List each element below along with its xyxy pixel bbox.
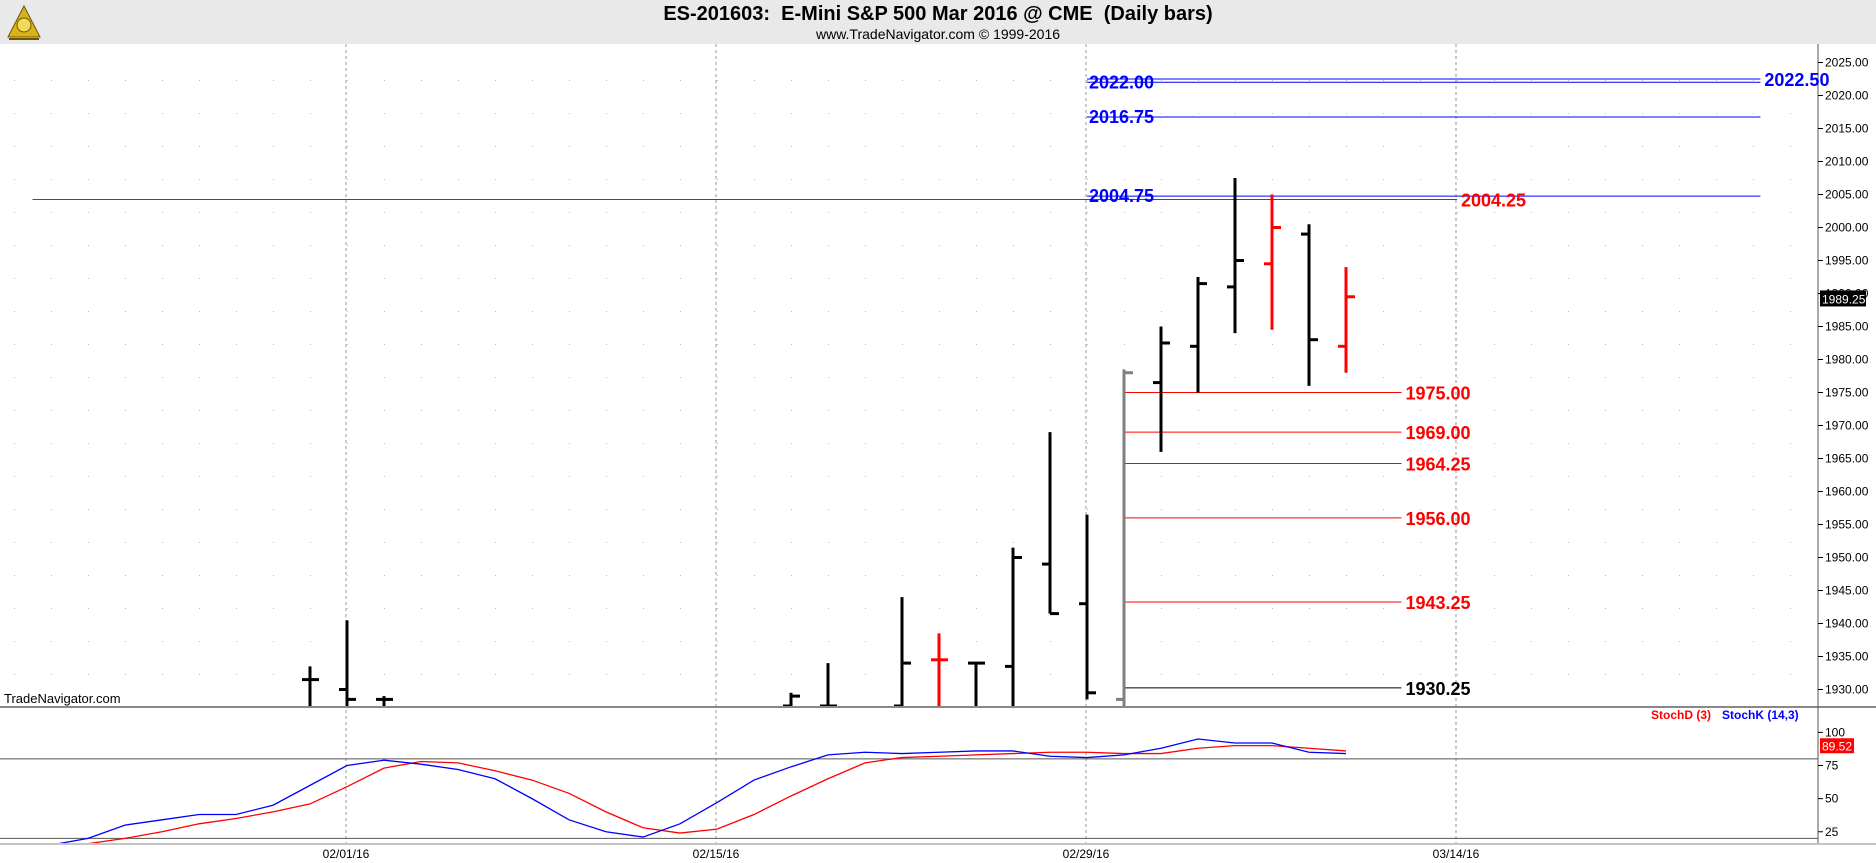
ohlc-bar bbox=[1116, 369, 1133, 706]
stoch-series-line bbox=[58, 738, 1347, 843]
y-tick-label: 1970.00 bbox=[1825, 419, 1869, 433]
ohlc-bar bbox=[1042, 432, 1059, 616]
y-tick-label: 2005.00 bbox=[1825, 188, 1869, 202]
ohlc-bar bbox=[339, 620, 356, 706]
last-price-label: 1989.25 bbox=[1822, 292, 1866, 306]
y-tick-label: 1955.00 bbox=[1825, 518, 1869, 532]
watermark-label: TradeNavigator.com bbox=[4, 691, 121, 706]
legend-stochk: StochK (14,3) bbox=[1722, 708, 1799, 722]
level-label: 2022.00 bbox=[1089, 72, 1154, 92]
ohlc-bar bbox=[1227, 178, 1244, 334]
ohlc-bar bbox=[1153, 326, 1170, 452]
y-tick-label: 1930.00 bbox=[1825, 683, 1869, 697]
ohlc-bar bbox=[1301, 224, 1318, 386]
stoch-y-tick-label: 100 bbox=[1825, 725, 1845, 739]
y-tick-label: 1960.00 bbox=[1825, 485, 1869, 499]
grid-dots bbox=[14, 80, 1791, 675]
stoch-lines bbox=[58, 738, 1347, 843]
y-tick-label: 1980.00 bbox=[1825, 353, 1869, 367]
y-tick-label: 1975.00 bbox=[1825, 386, 1869, 400]
level-label: 2022.50 bbox=[1764, 70, 1829, 90]
stoch-y-tick-label: 50 bbox=[1825, 792, 1839, 806]
legend-stochd: StochD (3) bbox=[1651, 708, 1711, 722]
level-label: 2004.25 bbox=[1461, 190, 1526, 210]
y-tick-label: 1940.00 bbox=[1825, 617, 1869, 631]
level-lines bbox=[32, 78, 1761, 689]
y-tick-label: 2020.00 bbox=[1825, 89, 1869, 103]
ohlc-bars bbox=[302, 178, 1355, 706]
level-label: 1930.25 bbox=[1406, 679, 1471, 699]
trade-navigator-logo-icon bbox=[7, 4, 41, 40]
y-tick-label: 1935.00 bbox=[1825, 650, 1869, 664]
chart-subtitle: www.TradeNavigator.com © 1999-2016 bbox=[815, 26, 1061, 42]
ohlc-bar bbox=[931, 633, 948, 706]
stoch-last-label: 89.52 bbox=[1822, 739, 1852, 753]
level-label: 1956.00 bbox=[1406, 509, 1471, 529]
level-label: 2016.75 bbox=[1089, 107, 1154, 127]
y-tick-label: 1985.00 bbox=[1825, 320, 1869, 334]
ohlc-bar bbox=[376, 696, 393, 706]
chart-header: ES-201603: E-Mini S&P 500 Mar 2016 @ CME… bbox=[0, 0, 1876, 44]
y-tick-label: 1945.00 bbox=[1825, 584, 1869, 598]
ohlc-bar bbox=[1264, 194, 1281, 330]
ohlc-bar bbox=[302, 666, 319, 706]
stoch-last-badge bbox=[1820, 738, 1854, 754]
ohlc-bar bbox=[783, 692, 800, 706]
stoch-y-tick-label: 75 bbox=[1825, 759, 1839, 773]
level-label: 1943.25 bbox=[1406, 593, 1471, 613]
ohlc-bar bbox=[1338, 267, 1355, 373]
y-tick-label: 2010.00 bbox=[1825, 155, 1869, 169]
y-tick-label: 1995.00 bbox=[1825, 254, 1869, 268]
y-tick-label: 2000.00 bbox=[1825, 221, 1869, 235]
level-label: 1969.00 bbox=[1406, 423, 1471, 443]
ohlc-bar bbox=[1005, 547, 1022, 706]
y-tick-label: 1965.00 bbox=[1825, 452, 1869, 466]
ohlc-bar bbox=[1190, 277, 1207, 393]
last-price-badge bbox=[1820, 290, 1866, 307]
level-label: 2004.75 bbox=[1089, 186, 1154, 206]
ohlc-bar bbox=[1079, 514, 1096, 700]
level-label: 1964.25 bbox=[1406, 454, 1471, 474]
chart-title: ES-201603: E-Mini S&P 500 Mar 2016 @ CME… bbox=[663, 3, 1213, 25]
x-tick-label: 02/01/16 bbox=[323, 847, 370, 861]
x-tick-label: 03/14/16 bbox=[1433, 847, 1480, 861]
ohlc-bar bbox=[968, 661, 985, 706]
y-tick-label: 2025.00 bbox=[1825, 56, 1869, 70]
x-tick-label: 02/29/16 bbox=[1063, 847, 1110, 861]
stoch-series-line bbox=[88, 744, 1347, 843]
level-label: 1975.00 bbox=[1406, 384, 1471, 404]
x-tick-label: 02/15/16 bbox=[693, 847, 740, 861]
y-tick-label: 1950.00 bbox=[1825, 551, 1869, 565]
y-tick-label: 2015.00 bbox=[1825, 122, 1869, 136]
ohlc-bar bbox=[894, 597, 911, 706]
stoch-y-tick-label: 25 bbox=[1825, 825, 1839, 839]
ohlc-bar bbox=[820, 663, 837, 706]
